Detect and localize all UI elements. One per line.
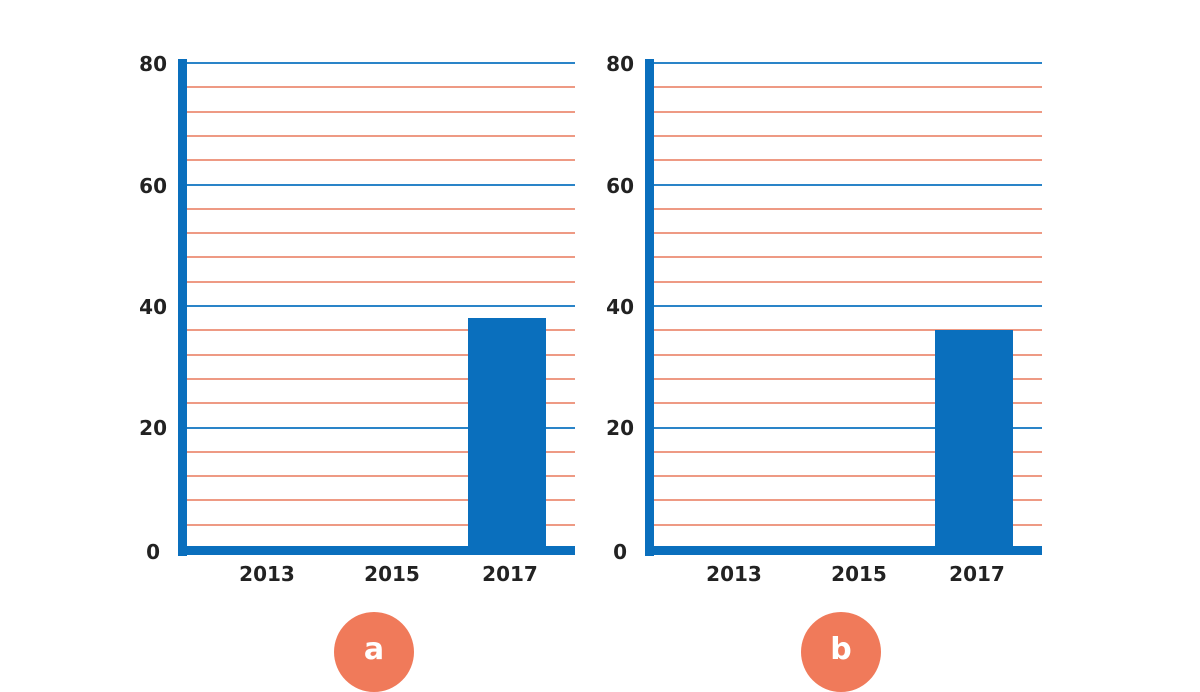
minor-gridline <box>187 329 575 332</box>
minor-gridline <box>187 207 575 210</box>
y-axis-line <box>645 59 654 556</box>
minor-gridline <box>654 207 1042 210</box>
y-axis-line <box>178 59 187 556</box>
minor-gridline <box>654 450 1042 453</box>
minor-gridline <box>654 86 1042 89</box>
x-tick-2017: 2017 <box>482 562 538 586</box>
minor-gridline <box>654 523 1042 526</box>
minor-gridline <box>654 134 1042 137</box>
minor-gridline <box>187 86 575 89</box>
major-gridline <box>654 426 1042 429</box>
x-axis-line <box>645 546 1042 555</box>
x-tick-2015: 2015 <box>831 562 887 586</box>
bar-2017 <box>935 330 1013 555</box>
y-tick-20: 20 <box>606 416 634 440</box>
panel-badge-b: b <box>801 612 881 692</box>
major-gridline <box>187 305 575 307</box>
minor-gridline <box>187 134 575 137</box>
plot-area-a <box>178 59 575 556</box>
chart-panel-b: 80 60 40 20 0 2013 2015 2017 b <box>597 0 1077 692</box>
major-gridline <box>187 426 575 429</box>
minor-gridline <box>654 475 1042 478</box>
panel-badge-a: a <box>334 612 414 692</box>
minor-gridline <box>187 475 575 478</box>
x-tick-2013: 2013 <box>706 562 762 586</box>
x-axis-line <box>178 546 575 555</box>
minor-gridline <box>654 353 1042 356</box>
minor-gridline <box>654 499 1042 502</box>
major-gridline <box>654 305 1042 307</box>
minor-gridline <box>187 450 575 453</box>
x-tick-2017: 2017 <box>949 562 1005 586</box>
minor-gridline <box>187 377 575 380</box>
minor-gridline <box>654 110 1042 113</box>
minor-gridline <box>187 232 575 235</box>
minor-gridline <box>187 110 575 113</box>
x-tick-2013: 2013 <box>239 562 295 586</box>
y-tick-80: 80 <box>606 52 634 76</box>
y-tick-40: 40 <box>139 295 167 319</box>
y-tick-0: 0 <box>613 540 627 564</box>
y-tick-0: 0 <box>146 540 160 564</box>
major-gridline <box>654 183 1042 186</box>
minor-gridline <box>654 402 1042 405</box>
y-tick-20: 20 <box>139 416 167 440</box>
minor-gridline <box>187 159 575 162</box>
major-gridline <box>187 183 575 186</box>
chart-panel-a: 80 60 40 20 0 2013 2015 2017 a <box>130 0 610 692</box>
y-tick-60: 60 <box>139 174 167 198</box>
minor-gridline <box>654 159 1042 162</box>
minor-gridline <box>187 523 575 526</box>
minor-gridline <box>654 232 1042 235</box>
minor-gridline <box>187 402 575 405</box>
minor-gridline <box>187 353 575 356</box>
minor-gridline <box>654 280 1042 283</box>
bar-2017 <box>468 318 546 555</box>
y-tick-40: 40 <box>606 295 634 319</box>
y-tick-80: 80 <box>139 52 167 76</box>
plot-area-b <box>645 59 1042 556</box>
minor-gridline <box>654 377 1042 380</box>
minor-gridline <box>187 280 575 283</box>
x-tick-2015: 2015 <box>364 562 420 586</box>
minor-gridline <box>187 499 575 502</box>
y-tick-60: 60 <box>606 174 634 198</box>
minor-gridline <box>187 256 575 259</box>
minor-gridline <box>654 329 1042 332</box>
minor-gridline <box>654 256 1042 259</box>
major-gridline <box>654 62 1042 64</box>
major-gridline <box>187 62 575 64</box>
